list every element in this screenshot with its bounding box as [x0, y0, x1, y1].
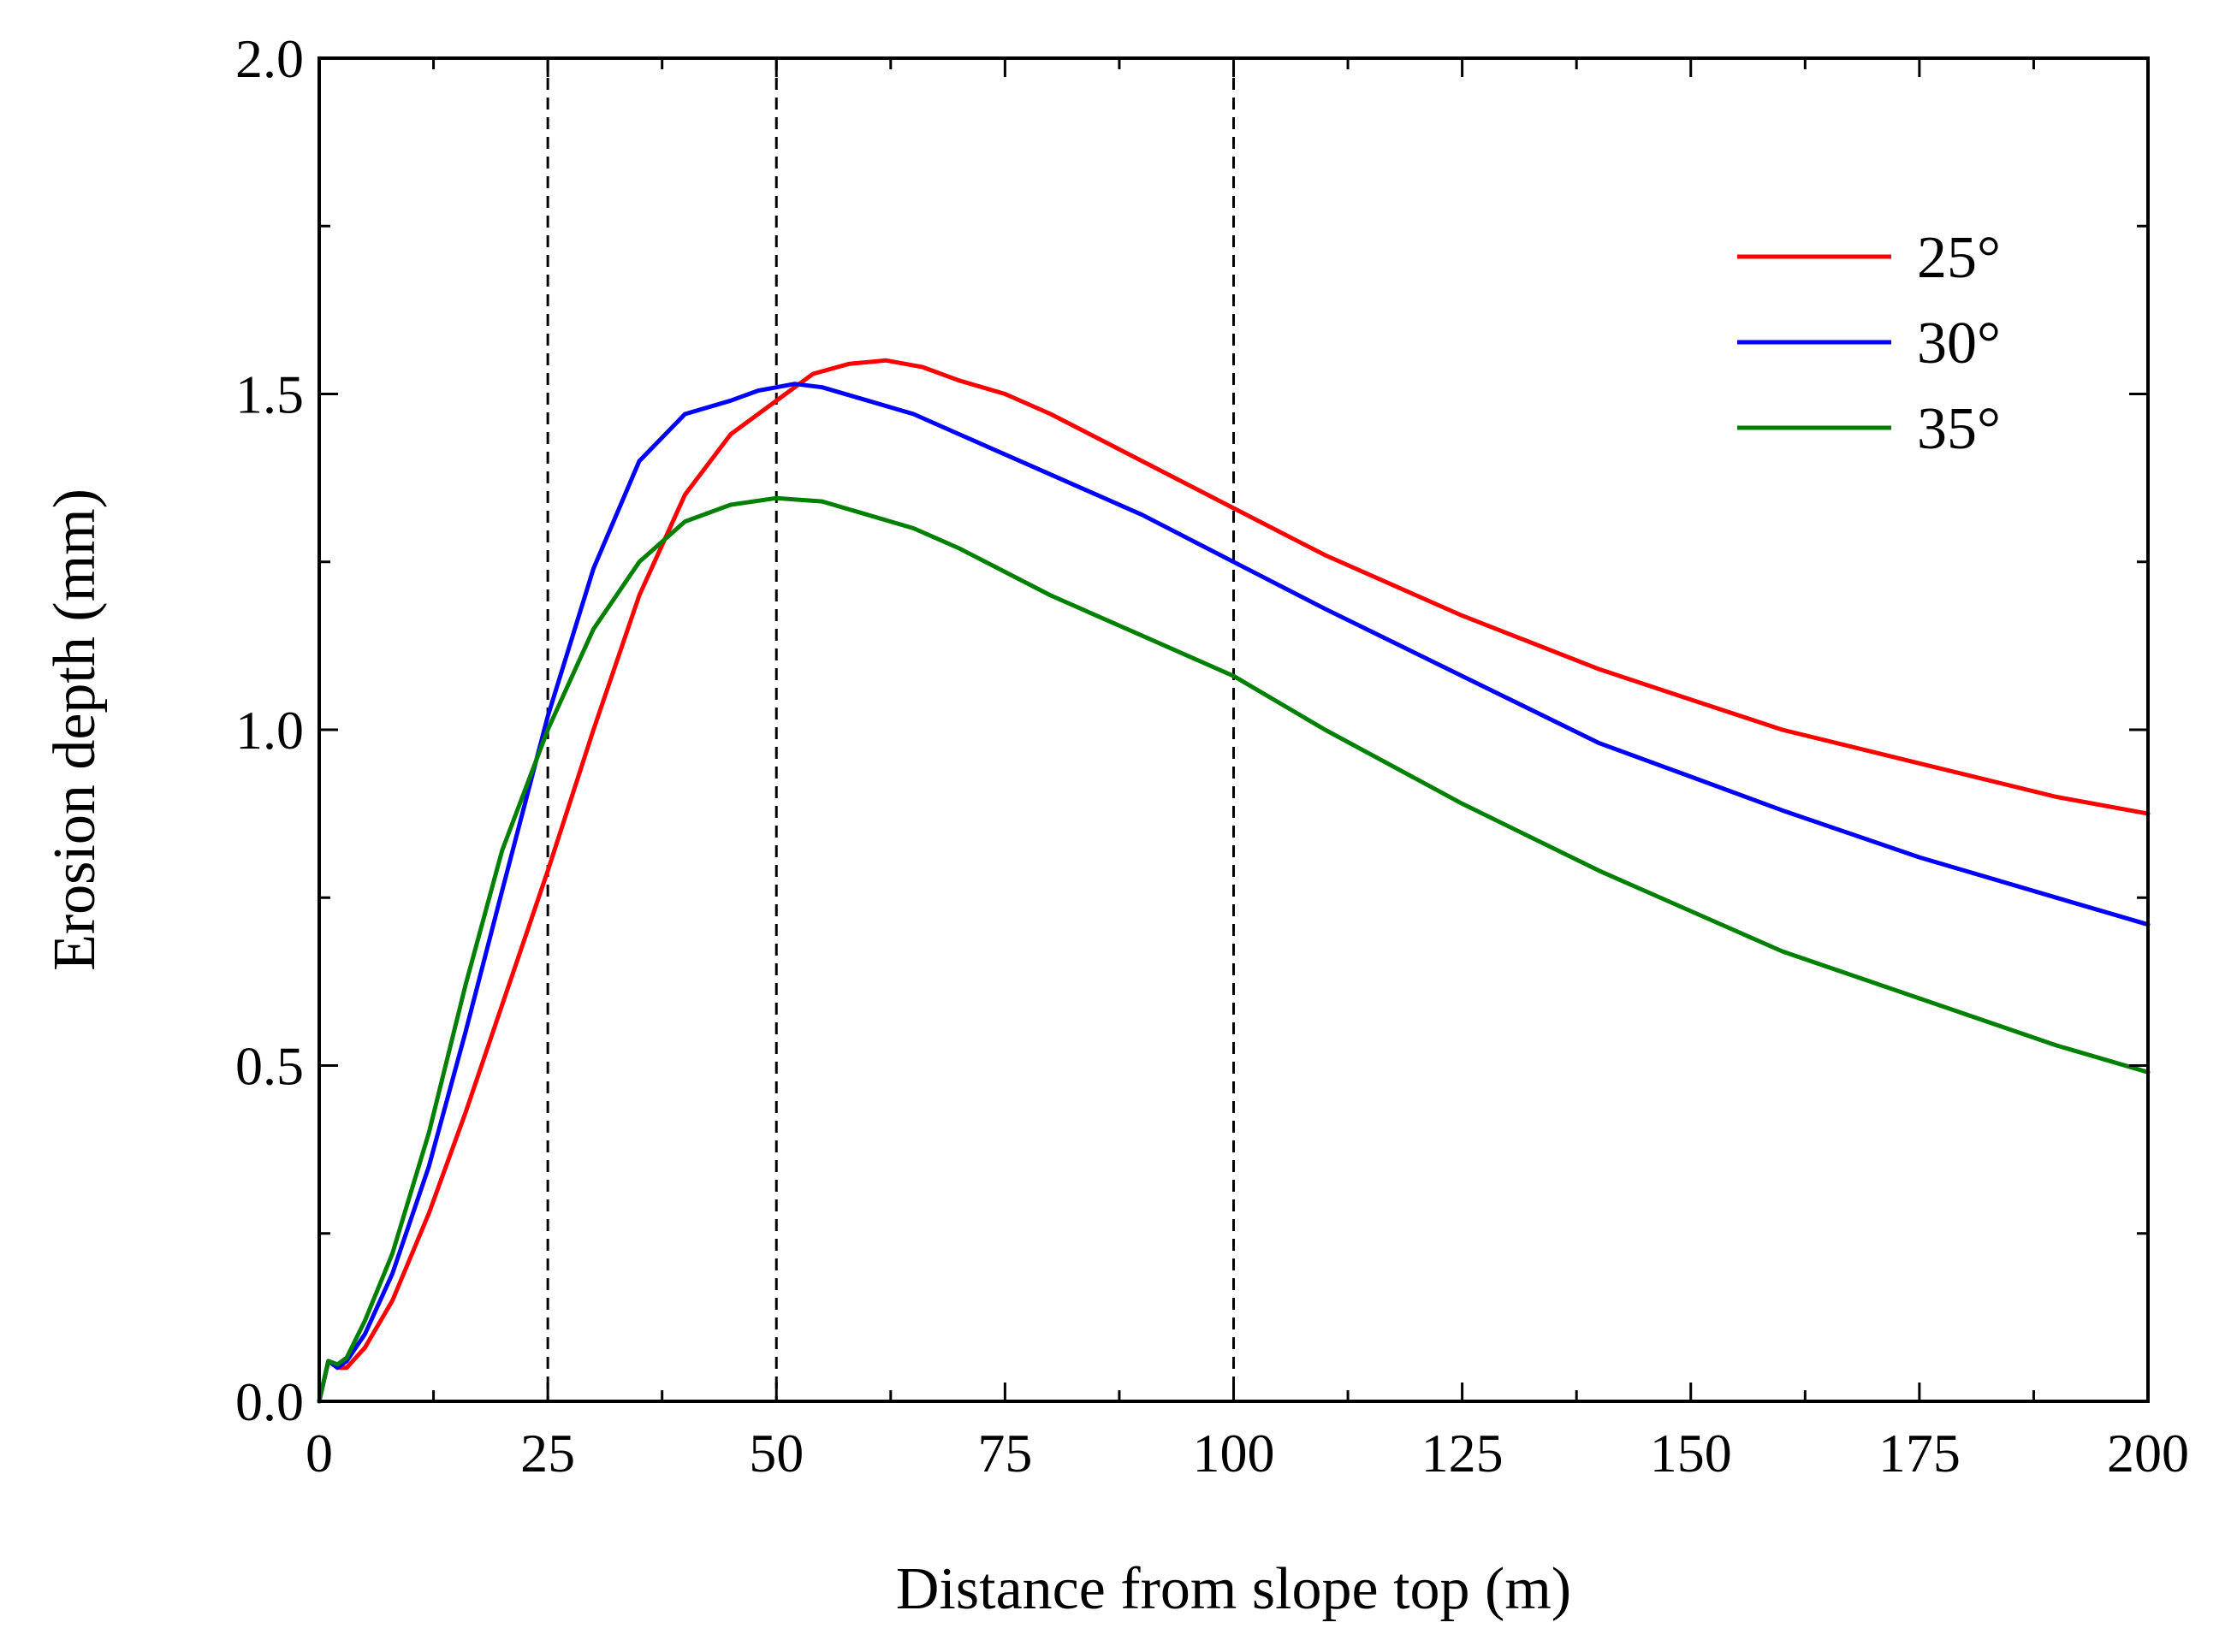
x-axis-ticks: 0 25 50 75 100 125 150 175 200 — [306, 58, 2189, 1483]
y-tick-label: 1.5 — [235, 364, 304, 425]
legend: 25° 30° 35° — [1737, 225, 2001, 462]
legend-label-3: 35° — [1917, 396, 2001, 462]
x-tick-label: 50 — [749, 1423, 804, 1483]
x-tick-label: 0 — [306, 1423, 333, 1483]
x-tick-label: 75 — [977, 1423, 1032, 1483]
y-tick-label: 2.0 — [235, 28, 304, 89]
x-tick-label: 200 — [2107, 1423, 2189, 1483]
x-tick-label: 100 — [1193, 1423, 1275, 1483]
y-tick-label: 0.5 — [235, 1036, 304, 1097]
series-lines — [317, 358, 2151, 1404]
x-axis-label: Distance from slope top (m) — [896, 1556, 1571, 1622]
y-axis-ticks: 0.0 0.5 1.0 1.5 2.0 — [235, 28, 2148, 1432]
legend-label-2: 30° — [1917, 311, 2001, 376]
series-line-2 — [317, 382, 2151, 1404]
legend-label-1: 25° — [1917, 225, 2001, 291]
reference-lines — [546, 58, 1235, 1401]
series-line-3 — [317, 495, 2151, 1404]
y-tick-label: 1.0 — [235, 700, 304, 761]
series-line-1 — [317, 358, 2151, 1404]
x-tick-label: 175 — [1878, 1423, 1961, 1483]
x-tick-label: 150 — [1650, 1423, 1732, 1483]
y-axis-label: Erosion depth (mm) — [42, 488, 108, 971]
x-tick-label: 25 — [520, 1423, 575, 1483]
y-tick-label: 0.0 — [235, 1371, 304, 1432]
x-tick-label: 125 — [1421, 1423, 1504, 1483]
